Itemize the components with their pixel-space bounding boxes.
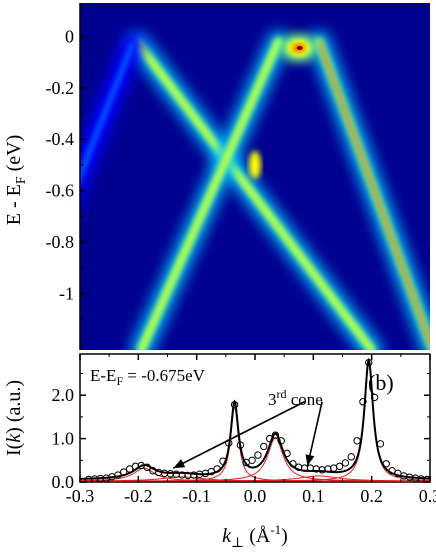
- map-y-tick-label: -0.2: [46, 78, 75, 98]
- data-point: [289, 460, 297, 468]
- third-cone-annotation: 3rd cone: [268, 387, 323, 409]
- data-point: [394, 469, 402, 478]
- data-point: [125, 465, 134, 473]
- energy-annotation: E-EF = -0.675eV: [90, 366, 206, 388]
- map-y-axis-title: E - EF (eV): [3, 135, 29, 226]
- band-core-3: [80, 42, 134, 180]
- band-core-2: [317, 40, 430, 347]
- map-y-tick-label: -0.4: [46, 129, 75, 149]
- dispersion-bands: [80, 30, 430, 350]
- map-y-tick-label: -0.6: [46, 181, 75, 201]
- band-core-0: [136, 42, 374, 350]
- data-point: [353, 437, 361, 445]
- cone-arrows: [172, 401, 323, 469]
- map-y-tick-label: -1: [59, 283, 74, 303]
- hotspot-core-0: [296, 45, 303, 50]
- mdc-x-tick-label: -0.1: [182, 486, 211, 506]
- data-point: [300, 464, 309, 472]
- intensity-hotspots: [249, 33, 317, 179]
- data-point: [359, 398, 367, 406]
- mdc-x-tick-label: 0.1: [302, 486, 325, 506]
- arpes-intensity-map: 0 -0.2 -0.4 -0.6 -0.8 -1 E - EF (eV): [3, 3, 430, 350]
- data-point: [207, 467, 215, 476]
- data-point: [254, 451, 262, 459]
- cone-arrow-0: [172, 401, 305, 469]
- panel-label-b: (b): [368, 370, 394, 395]
- data-point: [335, 462, 344, 471]
- mdc-y-tick-label: 1.0: [52, 429, 75, 449]
- mdc-x-tick-label: 0.2: [360, 486, 383, 506]
- mdc-y-tick-label: 0.0: [52, 472, 75, 492]
- data-point: [347, 453, 355, 461]
- data-point: [271, 431, 280, 439]
- cone-arrowhead-1: [305, 454, 315, 466]
- data-point: [260, 442, 268, 451]
- mdc-x-axis: -0.3 -0.2 -0.1 0.0 0.1 0.2 0.3: [66, 354, 436, 506]
- map-y-tick-label: 0: [65, 26, 74, 46]
- data-point: [143, 463, 151, 471]
- data-point: [423, 475, 430, 482]
- mdc-y-tick-label: 2.0: [52, 385, 75, 405]
- data-point: [184, 471, 192, 480]
- data-point: [219, 457, 227, 465]
- data-point: [236, 441, 245, 449]
- data-point: [417, 475, 425, 482]
- data-point: [178, 471, 186, 479]
- mdc-x-tick-label: -0.2: [124, 486, 153, 506]
- cone-arrowhead-0: [173, 459, 186, 469]
- map-y-axis: 0 -0.2 -0.4 -0.6 -0.8 -1: [46, 3, 86, 350]
- data-point: [114, 471, 122, 479]
- data-point: [341, 459, 350, 467]
- data-point: [166, 470, 175, 478]
- band-core-1: [139, 40, 280, 350]
- data-point: [277, 437, 285, 445]
- data-point: [376, 440, 385, 448]
- data-point: [160, 469, 169, 478]
- mdc-fit-plot: -0.3 -0.2 -0.1 0.0 0.1 0.2 0.3 0.0 1.0 2.0 E-EF …: [3, 353, 436, 551]
- data-point: [230, 401, 239, 409]
- map-y-tick-label: -0.8: [46, 232, 75, 252]
- hotspot-1: [249, 150, 261, 179]
- data-point: [248, 456, 256, 465]
- mdc-x-tick-label: 0.3: [419, 486, 436, 506]
- data-point: [283, 449, 291, 458]
- data-point: [96, 474, 105, 482]
- data-point: [120, 468, 128, 476]
- data-point: [365, 358, 373, 367]
- mdc-data-points: [85, 358, 430, 482]
- data-point: [382, 460, 390, 468]
- data-point: [388, 467, 396, 475]
- data-point: [265, 434, 274, 443]
- mdc-y-axis: 0.0 1.0 2.0: [52, 373, 430, 492]
- data-point: [370, 393, 379, 402]
- data-point: [213, 465, 221, 473]
- mdc-x-axis-title: k⊥ (Å-1): [222, 522, 288, 551]
- mdc-x-tick-label: 0.0: [244, 486, 267, 506]
- mdc-x-tick-label: -0.3: [66, 486, 95, 506]
- data-point: [85, 475, 93, 482]
- data-point: [90, 475, 99, 482]
- mdc-y-axis-title: I(k) (a.u.): [3, 380, 25, 456]
